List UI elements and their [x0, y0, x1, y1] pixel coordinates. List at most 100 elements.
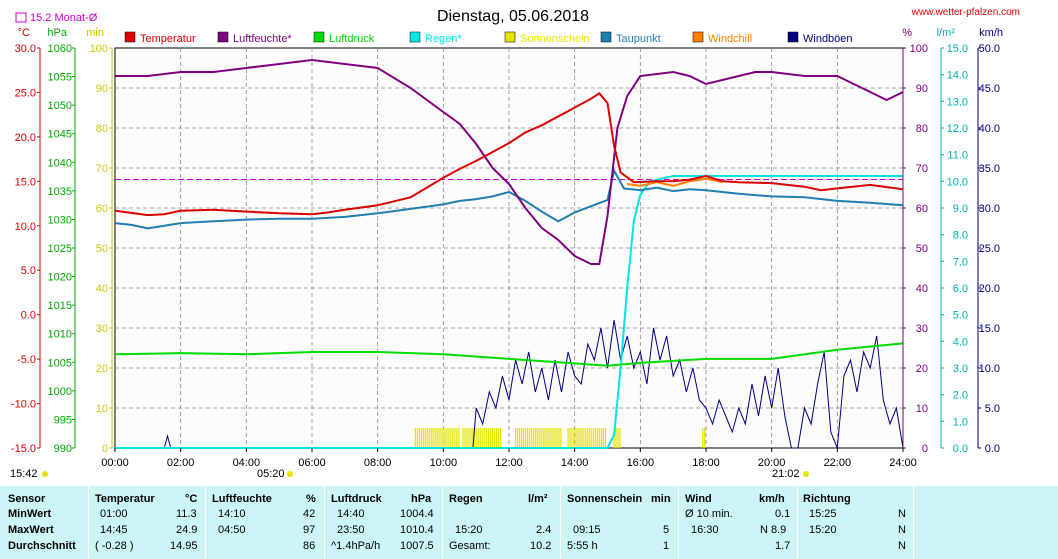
temp-axis-label: 15.0	[15, 176, 36, 188]
unit-rain: l/m²	[937, 27, 956, 39]
direction-max: N	[898, 524, 906, 536]
temp-unit: °C	[185, 493, 198, 505]
x-tick-label: 12:00	[495, 457, 523, 469]
temp-axis-label: 10.0	[15, 221, 36, 233]
humidity-header: Luftfeuchte	[212, 493, 272, 505]
rain-axis-label: 4.0	[953, 336, 968, 348]
rain-axis-label: 1.0	[953, 416, 968, 428]
wind-max: N 8.9	[760, 524, 787, 536]
sunshine-axis-label: 60	[96, 203, 108, 215]
series-line-regen	[115, 175, 903, 449]
row-label-sensor: Sensor	[8, 493, 46, 505]
wind-axis-label: 0.0	[985, 443, 1000, 455]
pressure-min-time: 14:40	[337, 508, 365, 520]
wind-header: Wind	[685, 493, 712, 505]
legend-label: Windböen	[803, 33, 853, 45]
humidity-axis-label: 30	[916, 323, 928, 335]
chart-title: Dienstag, 05.06.2018	[437, 8, 589, 25]
direction-min: N	[898, 508, 906, 520]
humidity-max-time: 04:50	[218, 524, 246, 536]
temp-avg-note: ( -0.28 )	[95, 540, 134, 552]
sunset-icon	[803, 471, 809, 477]
sun-max: 5	[663, 524, 670, 536]
humidity-axis-label: 100	[910, 43, 928, 55]
temp-axis-label: 25.0	[15, 87, 36, 99]
sun-unit: min	[651, 493, 671, 505]
sunshine-axis-label: 20	[96, 363, 108, 375]
sun-icon-time	[42, 471, 48, 477]
humidity-axis-label: 50	[916, 243, 928, 255]
wind-axis-label: 10.0	[979, 363, 1000, 375]
rain-max-time: 15:20	[455, 524, 483, 536]
rain-total-label: Gesamt:	[449, 540, 491, 552]
sunshine-axis-label: 70	[96, 163, 108, 175]
sunrise-icon	[287, 471, 293, 477]
humidity-axis-label: 0	[922, 443, 928, 455]
x-tick-label: 24:00	[889, 457, 917, 469]
legend-label: Sonnenschein	[520, 33, 590, 45]
sun-max-time: 09:15	[573, 524, 601, 536]
legend-swatch	[692, 31, 704, 43]
sunshine-axis-label: 30	[96, 323, 108, 335]
wind-max-time: 16:30	[691, 524, 719, 536]
rain-axis-label: 7.0	[953, 256, 968, 268]
pressure-axis-label: 1055	[48, 72, 72, 84]
humidity-max: 97	[303, 524, 316, 536]
x-tick-label: 02:00	[167, 457, 195, 469]
rain-axis-label: 2.0	[953, 390, 968, 402]
humidity-axis-label: 40	[916, 283, 928, 295]
pressure-axis-label: 1000	[48, 386, 72, 398]
rain-header: Regen	[449, 493, 483, 505]
pressure-avg-note: ^1.4hPa/h	[331, 540, 381, 552]
pressure-axis-label: 1015	[48, 300, 72, 312]
x-tick-label: 14:00	[561, 457, 589, 469]
humidity-axis-label: 60	[916, 203, 928, 215]
legend-swatch	[124, 31, 136, 43]
rain-unit: l/m²	[528, 493, 548, 505]
rain-axis-label: 9.0	[953, 203, 968, 215]
sunshine-axis-label: 40	[96, 283, 108, 295]
humidity-axis-label: 80	[916, 123, 928, 135]
wind-min-label: Ø 10 min.	[685, 508, 733, 520]
row-label-max: MaxWert	[8, 524, 54, 536]
wind-axis-label: 35.0	[979, 163, 1000, 175]
temp-axis-label: -10.0	[11, 399, 36, 411]
wind-min: 0.1	[775, 508, 791, 520]
legend-label: Luftdruck	[329, 33, 375, 45]
pressure-max-time: 23:50	[337, 524, 365, 536]
pressure-header: Luftdruck	[331, 493, 382, 505]
x-tick-label: 00:00	[101, 457, 129, 469]
rain-axis-label: 6.0	[953, 283, 968, 295]
unit-minutes: min	[86, 27, 104, 39]
rain-axis-label: 14.0	[947, 70, 968, 82]
legend-swatch	[600, 31, 612, 43]
rain-max: 2.4	[536, 524, 552, 536]
temp-min-time: 01:00	[100, 508, 128, 520]
site-link[interactable]: www.wetter-pfalzen.com	[911, 7, 1020, 18]
unit-pressure: hPa	[47, 27, 67, 39]
pressure-axis-label: 1020	[48, 272, 72, 284]
series-line-temperatur	[114, 91, 904, 217]
temp-axis-label: -15.0	[11, 443, 36, 455]
humidity-axis-label: 70	[916, 163, 928, 175]
wind-axis-label: 25.0	[979, 243, 1000, 255]
sunshine-axis-label: 100	[90, 43, 108, 55]
rain-axis-label: 12.0	[947, 123, 968, 135]
series-line-windchill	[627, 177, 723, 187]
legend-label: Taupunkt	[616, 33, 661, 45]
wind-axis-label: 20.0	[979, 283, 1000, 295]
pressure-axis-label: 1060	[48, 43, 72, 55]
row-label-avg: Durchschnitt	[8, 540, 76, 552]
humidity-axis-label: 90	[916, 83, 928, 95]
sunshine-axis-label: 10	[96, 403, 108, 415]
unit-wind: km/h	[979, 27, 1003, 39]
x-tick-label: 16:00	[627, 457, 655, 469]
temp-axis-label: 5.0	[21, 265, 36, 277]
wind-axis-label: 15.0	[979, 323, 1000, 335]
row-label-min: MinWert	[8, 508, 52, 520]
wind-axis-label: 30.0	[979, 203, 1000, 215]
rain-axis-label: 0.0	[953, 443, 968, 455]
sunrise-label: 05:20	[257, 468, 285, 480]
legend-swatch	[313, 31, 325, 43]
direction-header: Richtung	[803, 493, 851, 505]
